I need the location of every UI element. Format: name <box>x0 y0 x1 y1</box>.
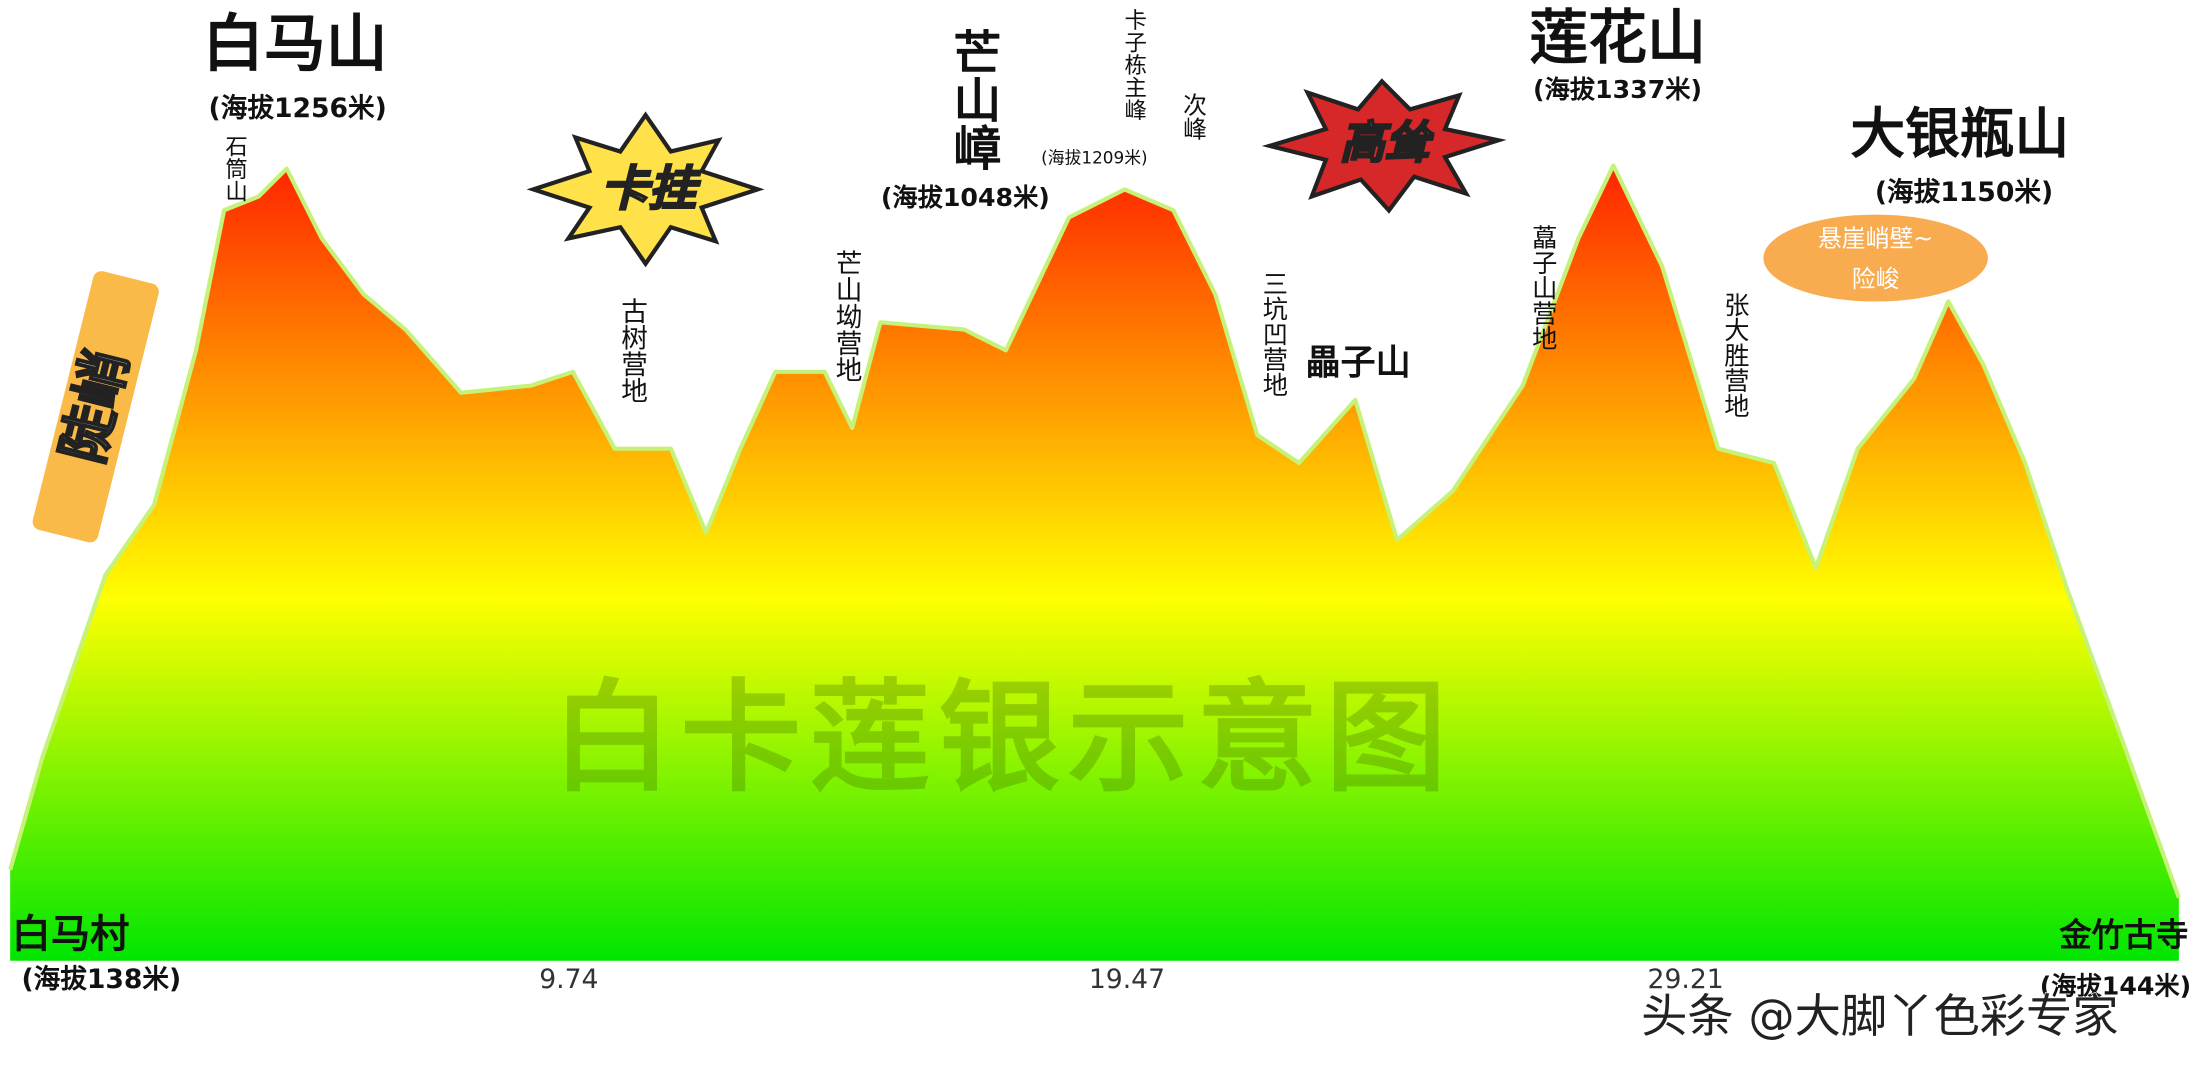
x-tick-label: 19.47 <box>1089 964 1165 995</box>
peak-name: 畾子山 <box>1306 343 1411 384</box>
sticker-text: 卡挂 <box>601 162 702 217</box>
end-label: 金竹古寺 <box>2058 916 2188 954</box>
note-text: 悬崖峭壁~ <box>1818 224 1933 252</box>
peak-elevation: (海拔1256米) <box>209 93 387 124</box>
note-badge <box>1763 214 1988 302</box>
peak-elevation: (海拔1209米) <box>1041 147 1147 167</box>
peak-elevation: (海拔1048米) <box>881 183 1050 212</box>
badge-box <box>32 271 159 543</box>
start-elevation: (海拔138米) <box>21 964 181 995</box>
place-label: 芒山坳营地 <box>831 250 862 383</box>
place-label: 古树营地 <box>616 297 647 404</box>
place-label: 三坑凹营地 <box>1259 271 1288 397</box>
end-elevation: (海拔144米) <box>2040 971 2191 1000</box>
x-tick-label: 9.74 <box>539 964 598 995</box>
sticker <box>1261 78 1507 214</box>
peak-name: 次峰 <box>1179 93 1207 141</box>
sticker <box>526 111 765 268</box>
place-label: 藠子山营地 <box>1529 224 1558 350</box>
elevation-area <box>10 165 2179 961</box>
peak-name: 大银瓶山 <box>1850 102 2069 166</box>
peak-name: 莲花山 <box>1529 3 1706 72</box>
peak-name: 芒山嶂 <box>945 28 1000 171</box>
plot-area <box>8 163 2181 961</box>
place-label: 石筒山 <box>222 135 248 203</box>
steep-badge: 陡峭 <box>32 271 159 543</box>
watermark-credit: 头条 @大脚丫色彩专家 <box>1641 989 2118 1043</box>
x-tick-label: 29.21 <box>1648 964 1724 995</box>
badge-text: 陡峭 <box>51 344 141 469</box>
place-label: 张大胜营地 <box>1721 292 1750 418</box>
note-text: 险峻 <box>1852 265 1900 293</box>
peak-name: 白马山 <box>202 8 387 80</box>
peak-elevation: (海拔1337米) <box>1533 75 1702 104</box>
elevation-line <box>8 163 2181 899</box>
watermark-title: 白卡莲银示意图 <box>552 668 1455 808</box>
sticker-text: 高耸 <box>1340 116 1434 169</box>
start-label: 白马村 <box>12 912 130 957</box>
peak-elevation: (海拔1150米) <box>1875 177 2053 208</box>
peak-name: 卡子栋主峰 <box>1121 8 1147 120</box>
